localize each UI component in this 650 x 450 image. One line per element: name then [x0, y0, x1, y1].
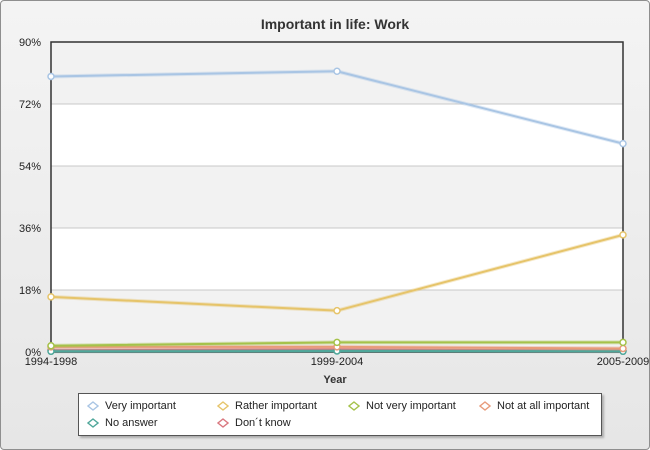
legend-marker-icon [479, 401, 491, 411]
line-chart: Important in life: Work 0% 18% 36% 54% 72% 90… [19, 16, 650, 386]
legend-marker-icon [87, 418, 99, 428]
data-point[interactable] [47, 72, 55, 81]
series-4 [47, 347, 627, 356]
y-axis: 0% 18% 36% 54% 72% 90% [19, 37, 41, 359]
data-point[interactable] [619, 139, 627, 148]
data-point[interactable] [619, 344, 627, 353]
legend-item[interactable]: Very important [87, 398, 176, 414]
series-0 [47, 67, 627, 148]
grid-band [51, 166, 623, 228]
legend-label: Very important [105, 400, 176, 412]
plot-area [50, 41, 624, 353]
series-1 [47, 231, 627, 315]
legend-label: Rather important [235, 400, 317, 412]
y-tick-label: 54% [19, 161, 41, 173]
data-point[interactable] [333, 306, 341, 315]
y-tick-label: 0% [25, 347, 41, 359]
data-point[interactable] [47, 342, 55, 350]
data-point[interactable] [333, 67, 341, 76]
legend-label: Not very important [366, 400, 456, 412]
legend-item[interactable]: Rather important [217, 398, 317, 414]
legend-marker-icon [217, 401, 229, 411]
y-tick-label: 90% [19, 37, 41, 49]
legend: Very important Rather important Not very i… [78, 393, 602, 436]
data-point[interactable] [619, 338, 627, 347]
data-point[interactable] [333, 338, 341, 347]
y-tick-label: 72% [19, 99, 41, 111]
data-point[interactable] [619, 231, 627, 239]
legend-item[interactable]: Not at all important [479, 398, 589, 414]
legend-label: Don´t know [235, 417, 291, 429]
series-layer [47, 67, 627, 356]
x-axis: 1994-1998 1999-2004 2005-2009 [25, 356, 650, 368]
x-axis-title: Year [323, 374, 347, 386]
legend-marker-icon [348, 401, 360, 411]
x-tick-label: 1999-2004 [311, 356, 364, 368]
x-tick-label: 2005-2009 [597, 356, 650, 368]
legend-item[interactable]: Don´t know [217, 415, 291, 431]
y-tick-label: 36% [19, 223, 41, 235]
legend-item[interactable]: Not very important [348, 398, 456, 414]
y-tick-label: 18% [19, 285, 41, 297]
legend-item[interactable]: No answer [87, 415, 158, 431]
chart-title: Important in life: Work [261, 16, 410, 32]
legend-label: Not at all important [497, 400, 590, 412]
x-tick-label: 1994-1998 [25, 356, 78, 368]
series-2 [47, 338, 627, 350]
data-point[interactable] [47, 293, 55, 301]
legend-label: No answer [105, 417, 158, 429]
legend-marker-icon [217, 418, 229, 428]
legend-marker-icon [87, 401, 99, 411]
